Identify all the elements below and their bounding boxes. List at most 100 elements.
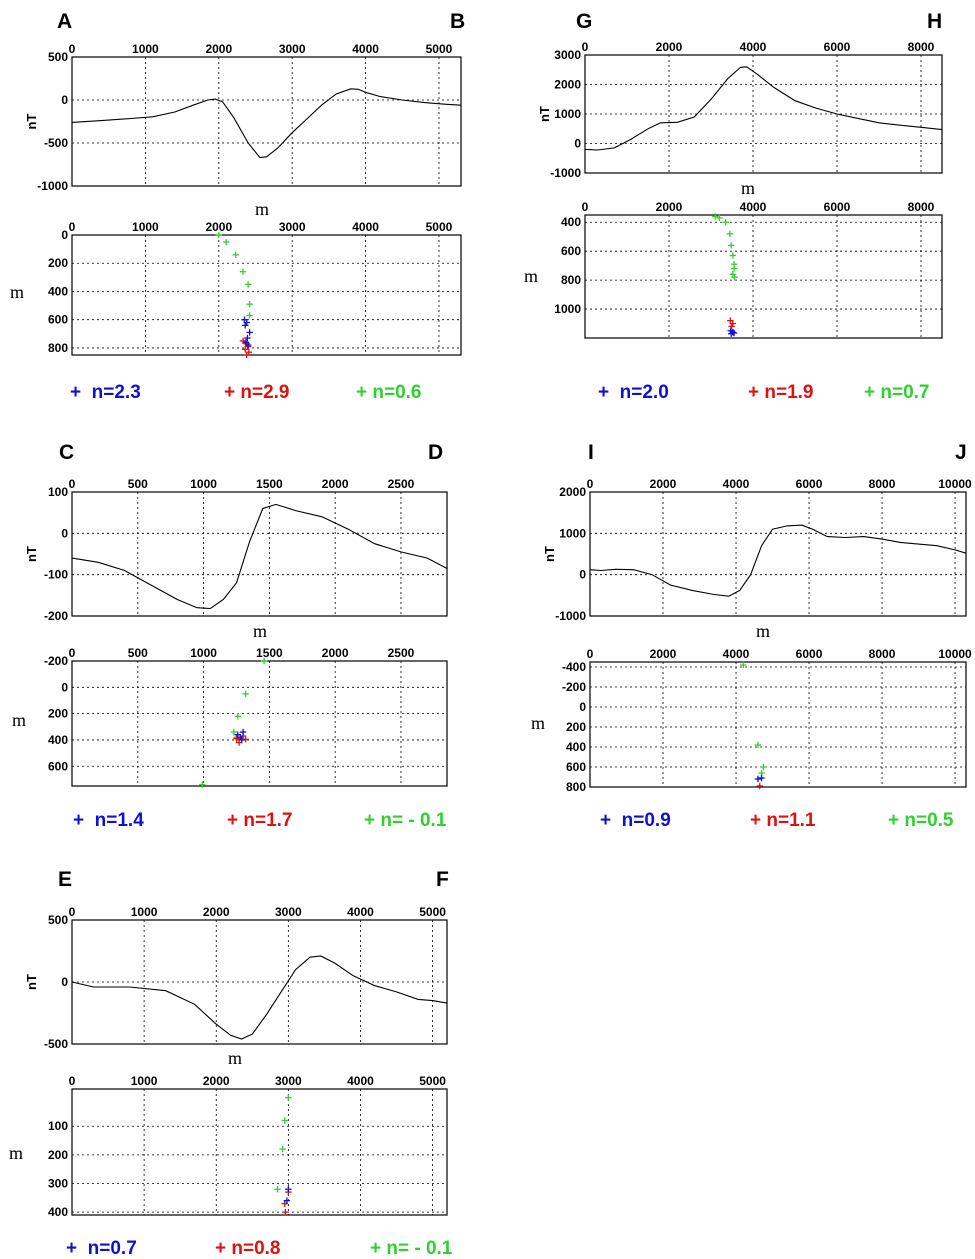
solution-point-green (279, 1145, 286, 1153)
depth-ytick-label: 0 (579, 700, 586, 714)
profile-ytick-label: 500 (48, 50, 68, 64)
depth-ytick-label: 800 (48, 341, 68, 355)
depth-xtick-label: 0 (587, 647, 594, 661)
panel-label-left: C (59, 441, 74, 464)
solution-point-green (712, 213, 719, 220)
solution-point-red (243, 351, 250, 359)
profile-ytick-label: -500 (44, 1037, 68, 1051)
depth-xtick-label: 0 (69, 220, 76, 234)
solution-point-blue (238, 736, 245, 744)
panel-ij: I J0 2000 4000 6000 8000 10000200010000-1000nT… (531, 441, 972, 831)
depth-chart: 0 2000 4000 6000 8000 10000 -400 -200 0 200 400 600… (531, 647, 972, 794)
depth-ytick-label: 0 (61, 228, 68, 242)
profile-ytick-label: 100 (48, 485, 68, 499)
depth-xtick-label: 5000 (419, 1074, 446, 1088)
depth-xtick-label: 0 (69, 646, 76, 660)
depth-ytick-label: 400 (48, 1205, 68, 1219)
depth-ytick-label: -200 (44, 654, 68, 668)
profile-ylabel: nT (542, 546, 557, 562)
profile-xtick-label: 5000 (419, 905, 446, 919)
depth-xtick-label: 3000 (275, 1074, 302, 1088)
depth-ytick-label: 200 (566, 720, 586, 734)
depth-xtick-label: 4000 (352, 220, 379, 234)
depth-xtick-label: 4000 (347, 1074, 374, 1088)
solution-point-blue (246, 329, 253, 336)
solution-point-blue (239, 728, 247, 736)
depth-ytick-label: 600 (566, 760, 586, 774)
profile-xtick-label: 3000 (279, 42, 306, 56)
solution-point-green (729, 252, 737, 259)
profile-ytick-label: 3000 (554, 48, 581, 62)
depth-ytick-label: 800 (566, 780, 586, 794)
legend-entry-blue: + n=2.0 (598, 382, 669, 403)
solution-point-green (731, 274, 738, 281)
solution-point-red (233, 735, 240, 742)
profile-ytick-label: 1000 (559, 526, 586, 540)
depth-xtick-label: 0 (69, 1074, 76, 1088)
profile-curve (71, 955, 448, 1040)
profile-curve (71, 88, 462, 159)
depth-ytick-label: 400 (561, 215, 581, 229)
profile-xtick-label: 3000 (275, 905, 302, 919)
solution-point-red (729, 320, 737, 327)
solution-point-green (215, 231, 222, 239)
depth-xtick-label: 1000 (132, 220, 159, 234)
solution-point-blue (727, 330, 735, 337)
profile-ytick-label: 0 (61, 975, 68, 989)
depth-xtick-label: 2000 (203, 1074, 230, 1088)
legend-entry-red: + n=1.7 (227, 810, 293, 831)
profile-xtick-label: 0 (69, 477, 76, 491)
solution-point-blue (243, 319, 250, 326)
profile-xtick-label: 1000 (132, 42, 159, 56)
solution-point-blue (244, 334, 251, 342)
panel-gh: G H0 2000 4000 6000 80003000200010000-1000nTm… (524, 10, 943, 403)
profile-frame (71, 491, 448, 617)
panel-ab: A B0 1000 2000 3000 4000 50005000-500-1000nTm0… (10, 10, 465, 403)
depth-chart: 0 1000 2000 3000 4000 5000 0 200 400 600 800 m (10, 220, 462, 359)
profile-xtick-label: 0 (582, 40, 589, 54)
profile-xtick-label: 10000 (938, 477, 972, 491)
profile-xtick-label: 2000 (656, 40, 683, 54)
depth-xtick-label: 2000 (656, 200, 683, 214)
solution-point-red (756, 782, 763, 790)
depth-ytick-label: -200 (562, 680, 586, 694)
profile-ytick-label: -500 (44, 136, 68, 150)
solution-point-green (722, 219, 729, 226)
profile-ytick-label: 2000 (559, 485, 586, 499)
solution-point-green (281, 1117, 288, 1124)
solution-point-green (740, 661, 747, 669)
profile-xtick-label: 1000 (131, 905, 158, 919)
depth-xtick-label: 2000 (205, 220, 232, 234)
solution-point-green (716, 214, 723, 222)
solution-point-blue (242, 322, 249, 329)
profile-xtick-label: 0 (587, 477, 594, 491)
solution-point-green (222, 238, 230, 246)
solution-point-green (246, 312, 253, 319)
panel-label-left: I (588, 441, 594, 464)
profile-xtick-label: 2000 (650, 477, 677, 491)
solution-point-blue (730, 329, 738, 337)
depth-ytick-label: -400 (562, 660, 586, 674)
depth-frame (584, 214, 943, 339)
profile-ylabel: nT (24, 974, 39, 990)
solution-point-blue (283, 1197, 291, 1204)
legend-entry-red: + n=2.9 (224, 382, 290, 403)
depth-xtick-label: 1000 (131, 1074, 158, 1088)
panel-label-left: E (58, 868, 72, 891)
depth-frame (71, 1088, 448, 1216)
solution-point-green (239, 268, 247, 275)
depth-ytick-label: 400 (48, 284, 68, 298)
profile-xtick-label: 8000 (869, 477, 896, 491)
profile-xtick-label: 6000 (796, 477, 823, 491)
legend-entry-red: + n=1.9 (748, 382, 814, 403)
profile-curve (589, 524, 967, 597)
profile-frame (71, 56, 462, 187)
depth-xtick-label: 2000 (650, 647, 677, 661)
panel-label-left: A (57, 10, 72, 33)
